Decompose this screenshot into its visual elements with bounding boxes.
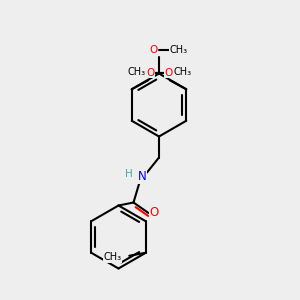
- Text: O: O: [149, 45, 158, 56]
- Text: CH₃: CH₃: [104, 252, 122, 262]
- Text: O: O: [150, 206, 159, 220]
- Text: CH₃: CH₃: [169, 45, 188, 56]
- Text: N: N: [138, 170, 147, 184]
- Text: O: O: [146, 68, 155, 78]
- Text: O: O: [164, 68, 172, 78]
- Text: CH₃: CH₃: [128, 67, 146, 77]
- Text: CH₃: CH₃: [174, 67, 192, 77]
- Text: H: H: [125, 169, 133, 179]
